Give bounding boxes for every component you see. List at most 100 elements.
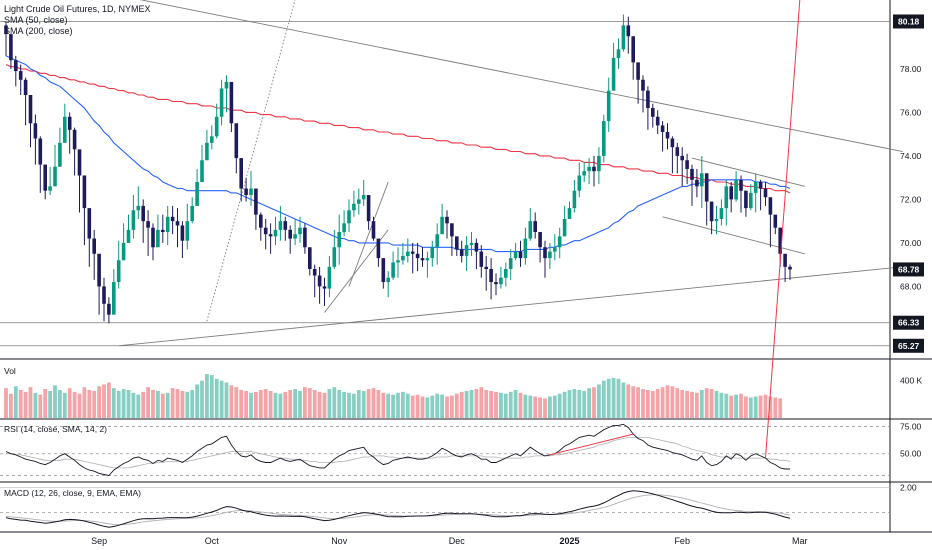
candle-body (749, 192, 753, 209)
macd-signal-line (5, 494, 791, 526)
time-axis: Sep Oct Nov Dec 2025 Feb Mar (91, 536, 807, 546)
price-tag-label: 80.18 (898, 16, 920, 26)
candle-body (523, 238, 528, 259)
bounce-channel-upper (348, 181, 389, 287)
volume-bar (729, 395, 734, 418)
price-tag (893, 315, 924, 330)
candle-body (170, 216, 175, 222)
candle-body (719, 208, 724, 219)
candle-body (308, 247, 312, 269)
volume-bar (239, 390, 244, 418)
candle-body (562, 218, 567, 237)
volume-bar (665, 385, 670, 418)
candle-body (508, 258, 513, 269)
volume-bar (381, 392, 386, 418)
volume-bar (562, 391, 567, 418)
candle-body (214, 116, 219, 137)
volume-bar (454, 393, 459, 418)
volume-bar (533, 396, 538, 418)
volume-bar (214, 378, 219, 418)
macd-pane-label: MACD (12, 26, close, 9, EMA, EMA) (4, 488, 141, 498)
candle-body (479, 251, 484, 267)
volume-bar (587, 388, 591, 418)
candle-body (543, 247, 547, 259)
candle-body (464, 245, 469, 256)
volume-bar (518, 392, 523, 418)
price-axis: 68.00 70.00 72.00 74.00 76.00 78.00 80.18 68.78… (893, 14, 924, 493)
volume-bar (699, 390, 704, 418)
candle-body (469, 242, 474, 246)
volume-bar (13, 386, 18, 418)
volume-bar (709, 389, 714, 418)
rsi-divergence-line (549, 433, 634, 456)
trendline-drawings (0, 0, 903, 347)
candle-body (268, 234, 273, 237)
volume-bar (543, 398, 547, 418)
volume-bar (582, 390, 587, 418)
volume-bar (283, 391, 288, 418)
volume-bar (734, 394, 738, 418)
volume-bar (107, 382, 111, 418)
candle-body (680, 155, 684, 161)
volume-bar (479, 387, 484, 418)
price-tick-label: 72.00 (900, 194, 922, 204)
candle-body (77, 149, 82, 176)
candle-body (112, 282, 116, 315)
volume-bar (151, 390, 155, 418)
volume-bar (778, 398, 783, 418)
candle-body (572, 190, 577, 209)
candle-body (587, 166, 591, 172)
price-tick-label: 70.00 (900, 238, 922, 248)
volume-bar (273, 392, 278, 418)
candle-body (156, 229, 160, 248)
volume-bar (337, 390, 342, 418)
candle-body (72, 129, 77, 150)
volume-bar (538, 397, 542, 418)
candle-body (783, 253, 787, 267)
candle-body (631, 36, 635, 63)
volume-bar (322, 392, 327, 418)
time-tick-label: Mar (792, 536, 808, 546)
volume-bar (523, 394, 528, 418)
candle-body (151, 227, 155, 248)
volume-bar (18, 390, 23, 418)
candle-body (415, 253, 420, 259)
rising-channel-line (206, 0, 296, 322)
candle-body (327, 266, 332, 289)
candle-body (528, 221, 533, 239)
candle-body (651, 108, 655, 117)
candle-body (357, 199, 361, 204)
volume-bar (503, 393, 508, 418)
candle-body (14, 60, 18, 72)
candle-body (244, 188, 248, 196)
volume-tick-label: 400 K (900, 376, 923, 386)
chart-legend: Light Crude Oil Futures, 1D, NYMEX SMA (… (4, 4, 151, 37)
volume-bar (650, 390, 655, 418)
candle-body (763, 188, 768, 198)
volume-bar (219, 380, 224, 418)
volume-bar (557, 393, 562, 418)
volume-bar (170, 388, 175, 418)
volume-bar (572, 389, 577, 418)
volume-bar (469, 390, 474, 418)
candle-body (322, 286, 327, 289)
candle-body (254, 188, 258, 215)
volume-bar (111, 388, 116, 418)
candle-body (602, 121, 606, 156)
volume-bar (43, 389, 48, 418)
candle-body (352, 203, 356, 211)
macd-line (5, 490, 791, 528)
price-tick-label: 76.00 (900, 107, 922, 117)
volume-bar (229, 385, 234, 418)
sma200-line (5, 63, 791, 194)
grid-layer (0, 0, 932, 533)
candle-body (342, 223, 346, 233)
volume-bar (464, 390, 469, 418)
candle-body (28, 95, 33, 124)
volume-bar (641, 389, 645, 418)
candle-body (655, 116, 660, 126)
volume-bar (175, 389, 180, 418)
rsi-divergence-line (765, 0, 801, 459)
candle-body (557, 236, 562, 248)
candle-body (499, 277, 503, 285)
